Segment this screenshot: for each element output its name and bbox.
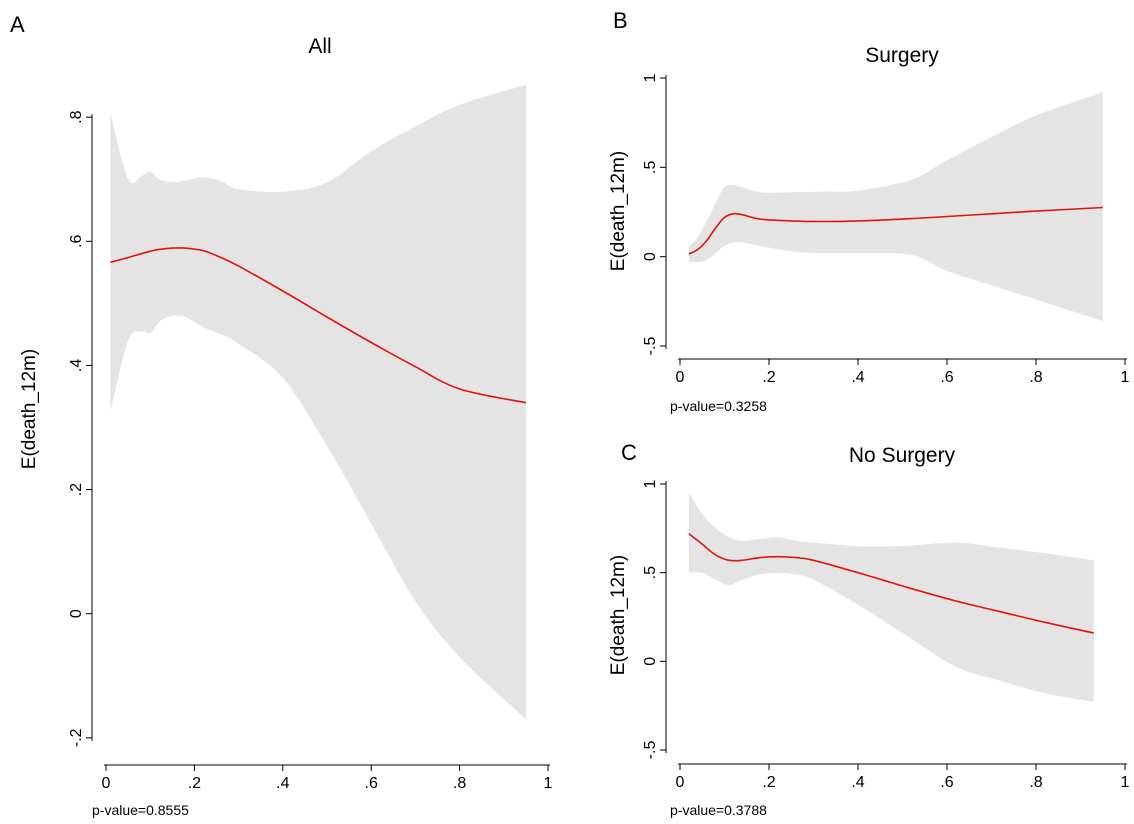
panel-letter: A <box>10 12 25 37</box>
confidence-band <box>688 492 1094 703</box>
y-tick-label: -.5 <box>642 741 659 760</box>
confidence-band-layer <box>688 92 1103 321</box>
y-tick-label: 1 <box>642 479 659 488</box>
axis-layer: -.2 0 .2 .4 .6 .8 0 .2 .4 .6 .8 1 <box>68 110 553 792</box>
panel-a: A All -.2 0 .2 .4 .6 .8 0 .2 .4 .6 .8 1 E(death_12m… <box>10 12 553 818</box>
x-tick-label: .8 <box>1029 369 1042 386</box>
y-axis-label: E(death_12m) <box>608 555 629 675</box>
y-tick-label: -.5 <box>642 337 659 356</box>
p-value-text: p-value=0.8555 <box>92 802 189 818</box>
x-tick-label: 1 <box>1121 774 1130 791</box>
y-tick-label: .4 <box>68 359 85 372</box>
panel-title: All <box>308 35 331 58</box>
x-tick-label: 0 <box>676 369 685 386</box>
x-tick-label: 0 <box>676 774 685 791</box>
confidence-band-layer <box>110 84 526 720</box>
y-tick-label: 1 <box>642 73 659 82</box>
x-tick-label: .4 <box>851 774 864 791</box>
fit-line-layer <box>688 533 1094 634</box>
y-tick-label: 0 <box>68 609 85 618</box>
panel-b: B Surgery -.5 0 .5 1 0 .2 .4 .6 .8 1 E(death_12m)… <box>608 8 1130 414</box>
fit-line <box>688 533 1094 634</box>
y-tick-label: .6 <box>68 235 85 248</box>
panel-title: Surgery <box>865 44 939 67</box>
x-tick-label: .2 <box>762 369 775 386</box>
fit-line <box>110 247 527 404</box>
axis-layer: -.5 0 .5 1 0 .2 .4 .6 .8 1 <box>642 73 1130 386</box>
y-tick-label: .2 <box>68 483 85 496</box>
x-tick-label: 1 <box>544 775 553 792</box>
fit-line-layer <box>110 247 527 404</box>
y-tick-label: 0 <box>642 252 659 261</box>
y-axis-label: E(death_12m) <box>19 349 40 469</box>
p-value-text: p-value=0.3258 <box>670 398 767 414</box>
x-tick-label: .6 <box>940 369 953 386</box>
fit-line <box>688 206 1103 255</box>
fit-line-layer <box>688 206 1103 255</box>
y-tick-label: 0 <box>642 657 659 666</box>
y-tick-label: -.2 <box>68 728 85 747</box>
confidence-band <box>688 92 1103 321</box>
confidence-band <box>110 84 526 720</box>
y-axis-label: E(death_12m) <box>608 151 629 271</box>
y-tick-label: .5 <box>642 566 659 579</box>
y-tick-label: .8 <box>68 110 85 123</box>
x-tick-label: .6 <box>365 775 378 792</box>
x-tick-label: .4 <box>276 775 289 792</box>
x-tick-label: .6 <box>940 774 953 791</box>
confidence-band-layer <box>688 492 1094 703</box>
axis-layer: -.5 0 .5 1 0 .2 .4 .6 .8 1 <box>642 479 1130 791</box>
x-tick-label: .2 <box>762 774 775 791</box>
p-value-text: p-value=0.3788 <box>670 802 767 818</box>
x-tick-label: .4 <box>851 369 864 386</box>
x-tick-label: 0 <box>102 775 111 792</box>
x-tick-label: 1 <box>1121 369 1130 386</box>
y-tick-label: .5 <box>642 161 659 174</box>
panel-title: No Surgery <box>849 444 956 467</box>
panel-letter: C <box>621 440 637 465</box>
x-tick-label: .2 <box>188 775 201 792</box>
x-tick-label: .8 <box>453 775 466 792</box>
panel-c: C No Surgery -.5 0 .5 1 0 .2 .4 .6 .8 1 E(death_1… <box>608 440 1130 818</box>
x-tick-label: .8 <box>1029 774 1042 791</box>
panel-letter: B <box>613 8 628 33</box>
